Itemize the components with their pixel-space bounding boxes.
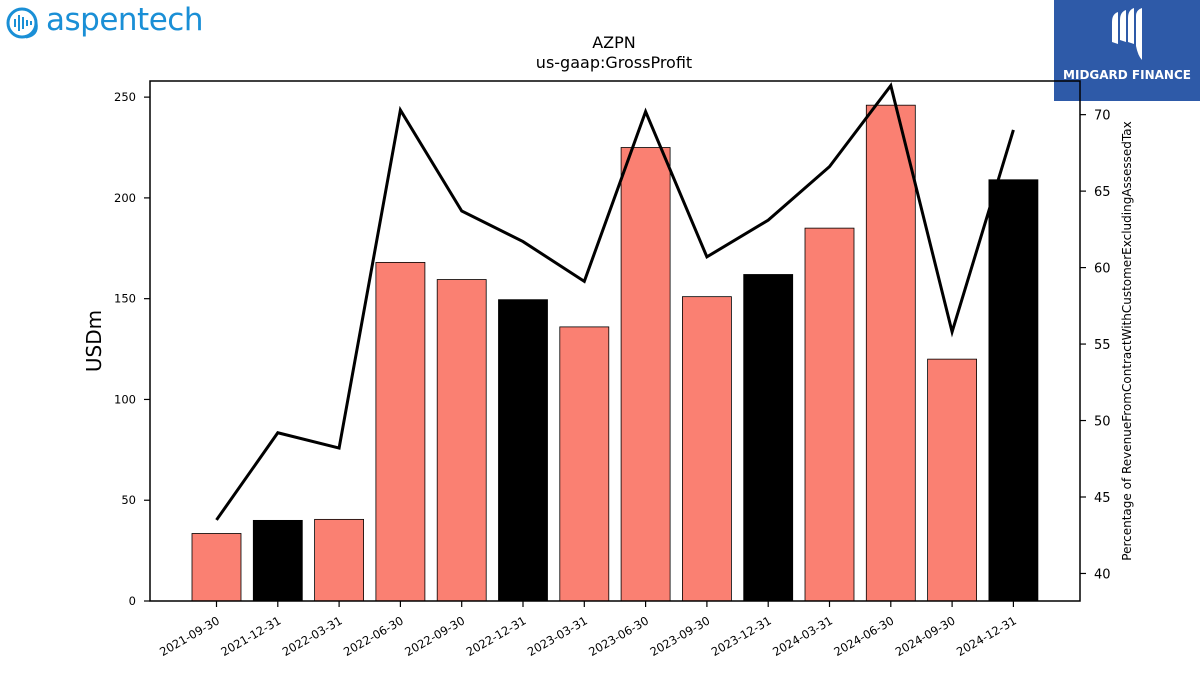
plot-frame: [149, 80, 1081, 602]
bar-2023-06-30: [620, 147, 671, 602]
x-tick-label: 2021-12-31: [218, 613, 283, 659]
left-axis-ticks: 0 50 100 150 200 250: [114, 90, 150, 608]
aspentech-wordmark: aspentech: [46, 2, 203, 38]
ratio-line: [215, 82, 1015, 521]
y-tick-label: 100: [114, 392, 136, 406]
bar-2024-06-30: [865, 104, 916, 602]
bar-2024-09-30: [927, 358, 977, 602]
x-tick-label: 2023-09-30: [648, 613, 713, 659]
x-tick-label: 2024-03-31: [770, 613, 835, 659]
x-tick-label: 2022-09-30: [402, 613, 467, 659]
x-tick-label: 2022-03-31: [280, 613, 345, 659]
bar-2023-03-31: [559, 326, 610, 602]
y2-axis-label: Percentage of RevenueFromContractWithCus…: [1120, 121, 1134, 560]
x-axis-ticks: 2021-09-302021-12-312022-03-312022-06-30…: [157, 601, 1019, 659]
bar-2022-06-30: [375, 261, 426, 602]
bar-2022-12-31: [498, 299, 548, 602]
aspentech-logo: aspentech: [4, 2, 203, 44]
bar-2024-03-31: [804, 227, 855, 602]
midgard-finance-wordmark: MIDGARD FINANCE: [1063, 68, 1191, 82]
x-tick-label: 2021-09-30: [157, 613, 222, 659]
y-axis-label: USDm: [82, 310, 106, 372]
y-tick-label: 150: [114, 292, 136, 306]
right-axis-ticks: 40 45 50 55 60 65 70: [1080, 109, 1111, 582]
midgard-finance-logo: MIDGARD FINANCE: [1054, 0, 1200, 101]
y2-tick-label: 45: [1094, 491, 1111, 506]
bar-2022-03-31: [314, 518, 365, 602]
y-tick-label: 0: [129, 594, 136, 608]
x-tick-label: 2024-06-30: [831, 613, 896, 659]
bar-2024-12-31: [988, 179, 1039, 602]
y2-tick-label: 70: [1094, 109, 1111, 124]
x-tick-label: 2022-12-31: [464, 613, 529, 659]
bar-2023-12-31: [743, 274, 794, 602]
chart-title: AZPN: [592, 33, 636, 52]
x-tick-label: 2023-03-31: [525, 613, 590, 659]
bar-series: [191, 104, 1039, 602]
x-tick-label: 2023-12-31: [709, 613, 774, 659]
y2-tick-label: 40: [1094, 567, 1111, 582]
y2-tick-label: 55: [1094, 338, 1111, 353]
midgard-finance-logo-icon: [1112, 8, 1142, 60]
y-tick-label: 250: [114, 90, 136, 104]
line-series: [215, 82, 1015, 521]
bar-2021-12-31: [252, 519, 303, 602]
y2-tick-label: 60: [1094, 262, 1111, 277]
bar-2021-09-30: [191, 533, 242, 602]
x-tick-label: 2024-12-31: [954, 613, 1019, 659]
aspentech-logo-icon: [6, 7, 38, 39]
bar-2023-09-30: [682, 296, 732, 602]
chart-subtitle: us-gaap:GrossProfit: [536, 53, 692, 72]
bar-2022-09-30: [436, 279, 487, 602]
y-tick-label: 50: [121, 493, 136, 507]
x-tick-label: 2023-06-30: [586, 613, 651, 659]
y2-tick-label: 50: [1094, 415, 1111, 430]
x-tick-label: 2024-09-30: [893, 613, 958, 659]
x-tick-label: 2022-06-30: [341, 613, 406, 659]
y-tick-label: 200: [114, 191, 136, 205]
y2-tick-label: 65: [1094, 185, 1111, 200]
